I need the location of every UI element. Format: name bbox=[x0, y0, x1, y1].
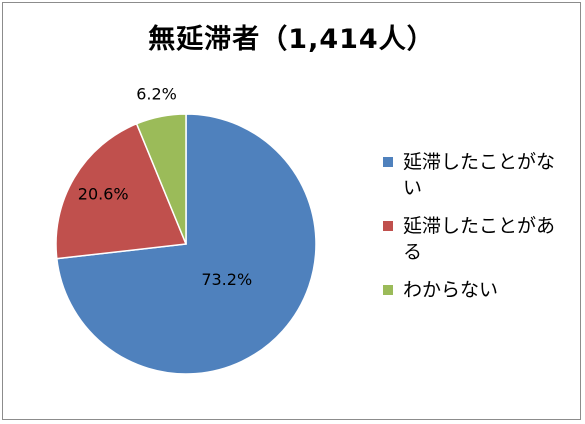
slice-label-unknown: 6.2% bbox=[136, 84, 177, 103]
legend-swatch-unknown bbox=[383, 285, 393, 295]
legend-item-delayed-before: 延滞したことがある bbox=[383, 213, 573, 265]
legend-item-unknown: わからない bbox=[383, 277, 573, 303]
chart-title: 無延滞者（1,414人） bbox=[148, 24, 435, 55]
slice-delayed-before bbox=[55, 122, 188, 260]
slice-label-delayed-before: 20.6% bbox=[78, 185, 129, 204]
pie-chart: 73.2% 20.6% 6.2% bbox=[55, 84, 317, 375]
legend: 延滞したことがない 延滞したことがある わからない bbox=[383, 149, 573, 315]
legend-label-never-delayed: 延滞したことがない bbox=[403, 151, 556, 199]
slice-unknown bbox=[135, 113, 187, 245]
legend-swatch-never-delayed bbox=[383, 157, 393, 167]
legend-label-delayed-before: 延滞したことがある bbox=[403, 215, 556, 263]
legend-item-never-delayed: 延滞したことがない bbox=[383, 149, 573, 201]
legend-label-unknown: わからない bbox=[403, 279, 499, 301]
chart-frame: 無延滞者（1,414人） 73.2% 20.6% 6.2% 延滞したことがない 延滞… bbox=[2, 2, 581, 420]
slice-label-never-delayed: 73.2% bbox=[201, 270, 252, 289]
legend-swatch-delayed-before bbox=[383, 221, 393, 231]
